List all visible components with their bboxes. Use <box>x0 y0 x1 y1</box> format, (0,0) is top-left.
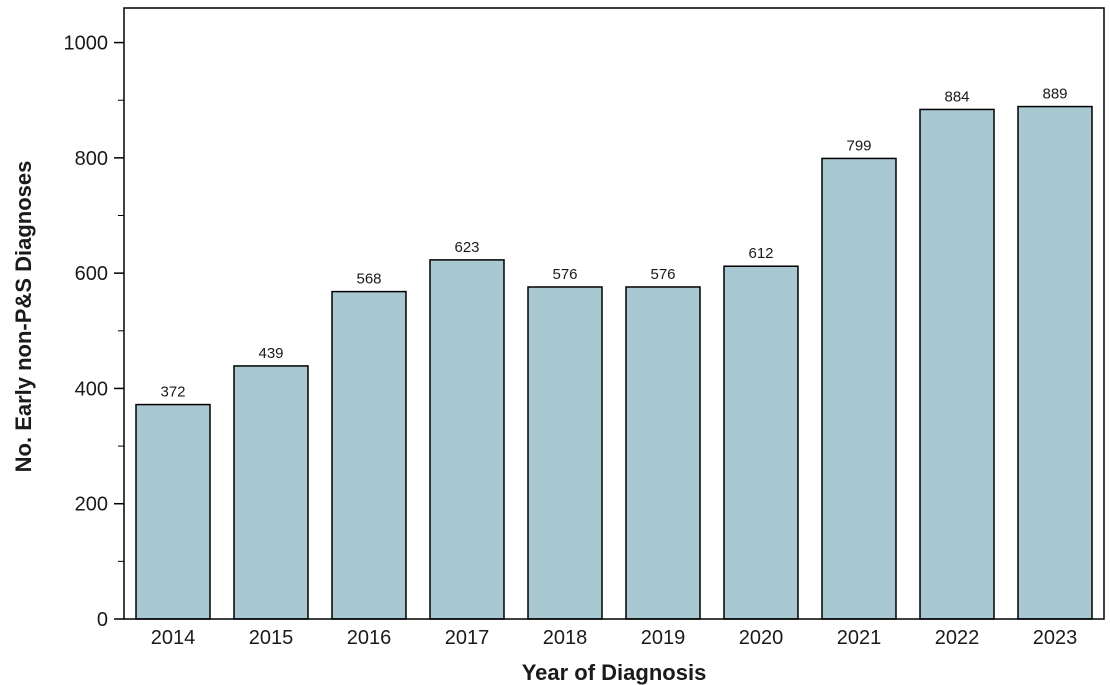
bar-2019 <box>625 286 701 620</box>
x-tick-label: 2016 <box>347 627 392 649</box>
bar-2018 <box>527 286 603 620</box>
plot-frame <box>123 7 1105 620</box>
y-tick-label: 200 <box>75 494 108 516</box>
x-tick-label: 2014 <box>151 627 196 649</box>
x-tick-label: 2018 <box>543 627 588 649</box>
bar-value-label: 576 <box>552 266 577 283</box>
bar-value-label: 623 <box>454 239 479 256</box>
bar-labels-group: 372 439 568 623 576 576 612 799 884 889 <box>160 86 1067 401</box>
x-tick-label: 2020 <box>739 627 784 649</box>
bar-2014 <box>135 403 211 620</box>
bar-value-label: 799 <box>846 137 871 154</box>
y-axis-title: No. Early non-P&S Diagnoses <box>11 161 36 473</box>
x-tick-label: 2021 <box>837 627 882 649</box>
bar-value-label: 576 <box>650 266 675 283</box>
x-axis-title: Year of Diagnosis <box>522 660 707 685</box>
y-tick-label: 0 <box>97 609 108 631</box>
bar-value-label: 612 <box>748 245 773 262</box>
bar-2022 <box>919 108 995 620</box>
bar-2023 <box>1017 105 1093 620</box>
x-tick-label: 2023 <box>1033 627 1078 649</box>
y-tick-label: 400 <box>75 378 108 400</box>
y-tick-label: 600 <box>75 263 108 285</box>
bar-2017 <box>429 259 505 620</box>
bars-group <box>135 105 1093 620</box>
x-tick-label: 2019 <box>641 627 686 649</box>
bar-value-label: 439 <box>258 345 283 362</box>
x-axis: 2014 2015 2016 2017 2018 2019 2020 2021 2022 2023 <box>151 627 1078 649</box>
y-axis: 0 200 400 600 800 1000 <box>64 33 124 631</box>
x-tick-label: 2017 <box>445 627 490 649</box>
y-tick-label: 800 <box>75 148 108 170</box>
bar-value-label: 568 <box>356 271 381 288</box>
bar-value-label: 889 <box>1042 86 1067 103</box>
x-tick-label: 2015 <box>249 627 294 649</box>
bar-2015 <box>233 365 309 620</box>
y-tick-label: 1000 <box>64 33 109 55</box>
bar-2021 <box>821 157 897 620</box>
x-tick-label: 2022 <box>935 627 980 649</box>
bar-2020 <box>723 265 799 620</box>
bar-value-label: 884 <box>944 88 969 105</box>
bar-value-label: 372 <box>160 384 185 401</box>
bar-2016 <box>331 290 407 620</box>
